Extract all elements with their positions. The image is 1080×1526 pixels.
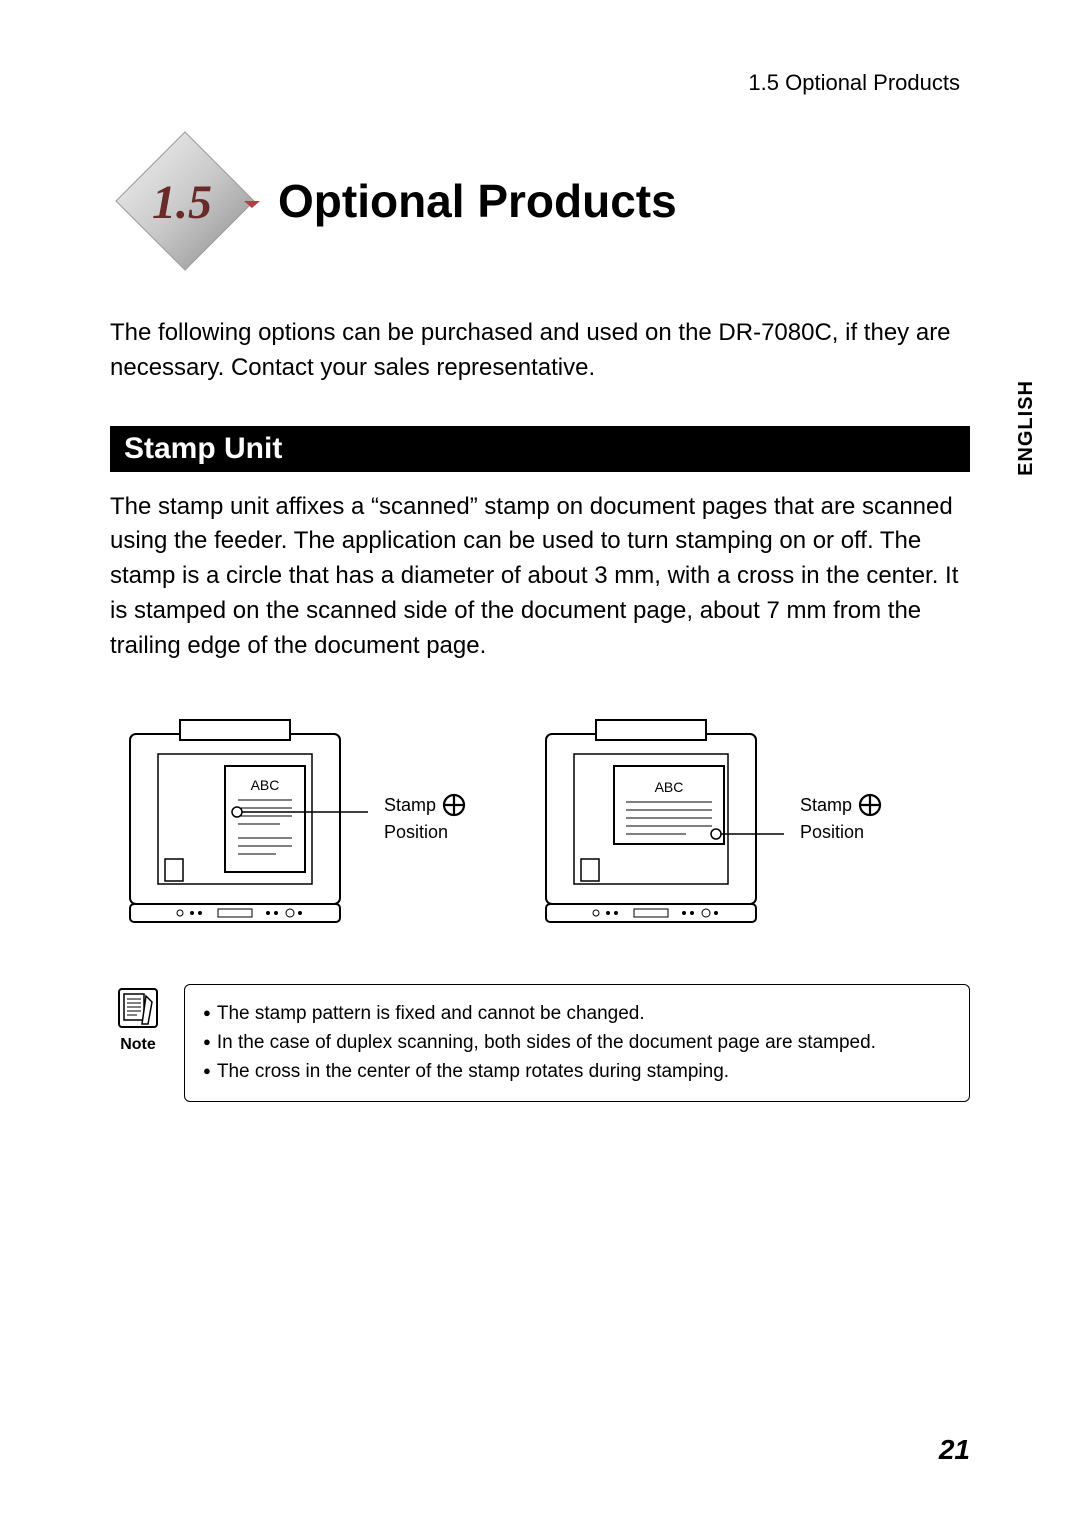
- stamp-symbol-icon: [858, 793, 882, 817]
- note-item: In the case of duplex scanning, both sid…: [203, 1028, 951, 1057]
- section-title: Optional Products: [278, 174, 677, 228]
- note-icon-column: Note: [110, 984, 166, 1054]
- stamp-position-label: Stamp Position: [384, 792, 466, 846]
- scanner-portrait-icon: ABC: [110, 704, 370, 934]
- note-item: The cross in the center of the stamp rot…: [203, 1057, 951, 1086]
- stamp-unit-body: The stamp unit affixes a “scanned” stamp…: [110, 490, 970, 664]
- diagrams-row: ABC: [110, 704, 970, 934]
- note-icon: [114, 984, 162, 1032]
- note-row: Note The stamp pattern is fixed and cann…: [110, 984, 970, 1102]
- note-list: The stamp pattern is fixed and cannot be…: [203, 999, 951, 1087]
- title-row: 1.5 Optional Products: [110, 126, 970, 276]
- note-label: Note: [120, 1036, 156, 1054]
- page-number: 21: [939, 1434, 970, 1466]
- stamp-unit-heading: Stamp Unit: [110, 426, 970, 472]
- language-tab: ENGLISH: [1015, 380, 1038, 476]
- note-box: The stamp pattern is fixed and cannot be…: [184, 984, 970, 1102]
- stamp-position-label: Stamp Position: [800, 792, 882, 846]
- note-item: The stamp pattern is fixed and cannot be…: [203, 999, 951, 1028]
- section-number: 1.5: [152, 176, 212, 229]
- stamp-label-text: Stamp: [800, 792, 852, 819]
- stamp-symbol-icon: [442, 793, 466, 817]
- stamp-position-text: Position: [800, 819, 882, 846]
- page-label: ABC: [251, 777, 280, 793]
- diagram-portrait: ABC: [110, 704, 466, 934]
- diagram-landscape: ABC: [526, 704, 882, 934]
- page-label: ABC: [655, 779, 684, 795]
- stamp-label-text: Stamp: [384, 792, 436, 819]
- page: 1.5 Optional Products 1.5 Optional Produ…: [0, 0, 1080, 1526]
- header-breadcrumb: 1.5 Optional Products: [110, 70, 970, 96]
- intro-paragraph: The following options can be purchased a…: [110, 316, 970, 386]
- section-diamond-icon: 1.5: [110, 126, 260, 276]
- stamp-position-text: Position: [384, 819, 466, 846]
- scanner-landscape-icon: ABC: [526, 704, 786, 934]
